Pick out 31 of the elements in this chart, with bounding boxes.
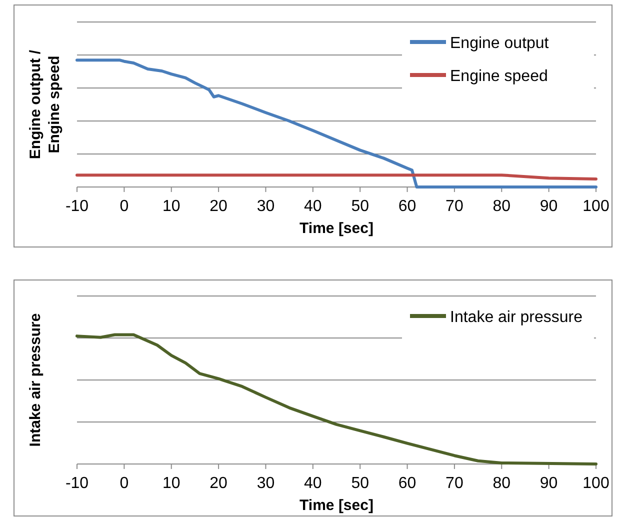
x-tick-label: 70 (446, 475, 464, 492)
x-tick-label: 80 (492, 475, 511, 492)
x-tick-label: 10 (162, 198, 180, 215)
x-tick-label: -10 (65, 475, 89, 492)
x-tick-label: 0 (120, 198, 129, 215)
x-tick-label: 60 (398, 198, 416, 215)
x-axis-title: Time [sec] (300, 497, 374, 514)
legend-label: Engine output (450, 35, 550, 52)
x-tick-label: 40 (304, 475, 322, 492)
y-axis-title: Intake air pressure (27, 313, 44, 447)
x-tick-label: 90 (540, 475, 558, 492)
x-tick-label: 50 (351, 475, 370, 492)
x-tick-label: 70 (446, 198, 464, 215)
x-tick-label: 0 (120, 475, 129, 492)
x-tick-label: 30 (256, 475, 275, 492)
x-tick-label: 100 (582, 475, 610, 492)
x-tick-label: 40 (304, 198, 322, 215)
x-tick-label: 60 (398, 475, 416, 492)
x-tick-label: 10 (162, 475, 180, 492)
x-tick-label: 20 (210, 475, 228, 492)
y-axis-title: Engine output / Engine speed (27, 49, 63, 160)
legend-label: Intake air pressure (450, 309, 583, 326)
x-tick-label: 30 (256, 198, 275, 215)
x-tick-label: 20 (210, 198, 228, 215)
legend-label: Engine speed (450, 68, 548, 85)
x-tick-label: 50 (351, 198, 370, 215)
x-tick-label: -10 (65, 198, 89, 215)
x-tick-label: 80 (492, 198, 511, 215)
x-tick-label: 90 (540, 198, 558, 215)
x-tick-label: 100 (582, 198, 610, 215)
x-axis-title: Time [sec] (300, 220, 374, 237)
